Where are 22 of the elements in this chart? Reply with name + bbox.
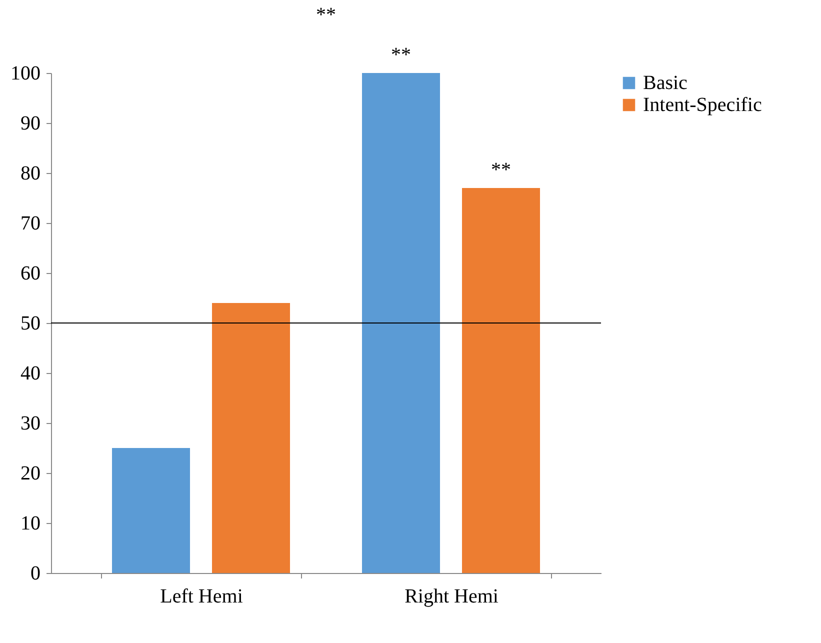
- y-tick-label: 30: [20, 412, 40, 434]
- x-tick-label: Left Hemi: [160, 586, 244, 608]
- bar: [212, 303, 290, 573]
- y-tick-label: 90: [20, 112, 40, 134]
- y-tick-label: 0: [30, 562, 40, 584]
- annotation: **: [491, 159, 511, 181]
- y-tick-label: 10: [20, 512, 40, 534]
- y-tick-label: 70: [20, 212, 40, 234]
- text: **: [391, 44, 411, 66]
- legend-label: Basic: [643, 72, 688, 94]
- x-tick-label: Right Hemi: [404, 586, 499, 608]
- y-tick-label: 80: [20, 162, 40, 184]
- y-tick-label: 40: [20, 362, 40, 384]
- y-tick-label: 100: [10, 62, 40, 84]
- y-tick-label: 20: [20, 462, 40, 484]
- y-tick-label: 50: [20, 312, 40, 334]
- bar: [462, 188, 540, 573]
- y-tick-label: 60: [20, 262, 40, 284]
- legend-label: Intent-Specific: [643, 94, 762, 116]
- text: **: [316, 4, 336, 26]
- bar: [362, 73, 440, 573]
- bar: [112, 448, 190, 573]
